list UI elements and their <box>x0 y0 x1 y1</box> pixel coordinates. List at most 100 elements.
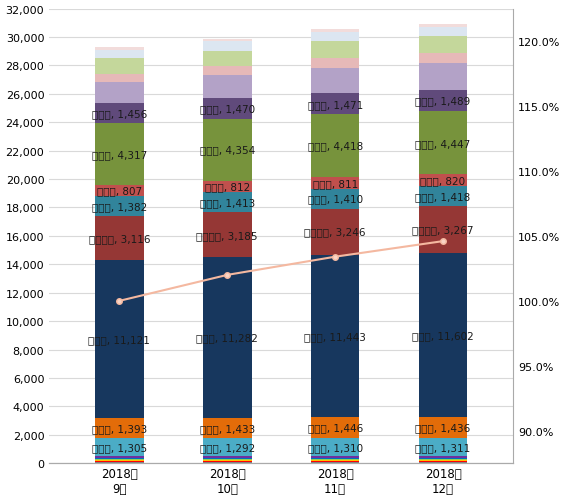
Text: 兵庫県, 1,489: 兵庫県, 1,489 <box>415 96 471 106</box>
Bar <box>95 462 144 463</box>
Bar <box>203 42 251 52</box>
Text: 愛知県, 1,410: 愛知県, 1,410 <box>307 194 363 204</box>
Bar <box>419 461 468 462</box>
Text: 兵庫県, 1,471: 兵庫県, 1,471 <box>307 100 363 110</box>
Text: 埼玉県, 1,311: 埼玉県, 1,311 <box>415 442 471 452</box>
Bar <box>311 33 359 42</box>
Bar <box>419 186 468 207</box>
Text: 兵庫県, 1,470: 兵庫県, 1,470 <box>200 104 255 114</box>
Bar <box>311 115 359 178</box>
Bar <box>419 25 468 28</box>
Bar <box>311 255 359 417</box>
Bar <box>203 213 251 258</box>
Bar <box>203 52 251 67</box>
Text: 神奈川県, 3,116: 神奈川県, 3,116 <box>88 233 150 243</box>
Text: 大阪府, 4,447: 大阪府, 4,447 <box>415 138 471 148</box>
Text: 愛知県, 1,418: 愛知県, 1,418 <box>415 192 471 202</box>
Bar <box>203 418 251 438</box>
Bar <box>203 193 251 213</box>
Bar <box>311 42 359 59</box>
Bar <box>419 112 468 175</box>
Bar <box>203 99 251 119</box>
Bar <box>203 76 251 99</box>
Bar <box>311 456 359 458</box>
Bar <box>203 460 251 461</box>
Bar <box>95 459 144 460</box>
Text: 埼玉県, 1,305: 埼玉県, 1,305 <box>92 442 147 452</box>
Bar <box>311 461 359 462</box>
Bar <box>311 460 359 461</box>
Text: 東京都, 11,121: 東京都, 11,121 <box>88 335 150 344</box>
Bar <box>311 30 359 33</box>
Text: 京都府, 820: 京都府, 820 <box>421 176 466 186</box>
Bar <box>311 458 359 459</box>
Bar <box>203 119 251 181</box>
Text: 埼玉県, 1,310: 埼玉県, 1,310 <box>307 442 363 452</box>
Text: 神奈川県, 3,246: 神奈川県, 3,246 <box>305 227 366 237</box>
Bar <box>95 438 144 456</box>
Bar <box>203 462 251 463</box>
Bar <box>95 456 144 458</box>
Bar <box>95 216 144 261</box>
Bar <box>419 54 468 64</box>
Bar <box>419 253 468 418</box>
Bar <box>419 458 468 459</box>
Bar <box>311 94 359 115</box>
Text: 兵庫県, 1,456: 兵庫県, 1,456 <box>92 109 147 119</box>
Bar <box>95 418 144 438</box>
Bar <box>311 462 359 463</box>
Text: 東京都, 11,602: 東京都, 11,602 <box>412 330 474 340</box>
Bar <box>311 459 359 460</box>
Bar <box>95 197 144 216</box>
Bar <box>203 40 251 42</box>
Text: 東京都, 11,443: 東京都, 11,443 <box>304 331 366 341</box>
Bar <box>311 209 359 255</box>
Bar <box>95 261 144 418</box>
Bar <box>311 69 359 94</box>
Bar <box>95 59 144 75</box>
Bar <box>95 460 144 461</box>
Text: 愛知県, 1,382: 愛知県, 1,382 <box>92 201 147 211</box>
Text: 京都府, 807: 京都府, 807 <box>97 186 142 196</box>
Bar <box>311 417 359 438</box>
Bar <box>311 438 359 456</box>
Text: 愛知県, 1,413: 愛知県, 1,413 <box>200 198 255 208</box>
Bar <box>95 51 144 59</box>
Bar <box>419 37 468 54</box>
Bar <box>95 83 144 104</box>
Text: 埼玉県, 1,292: 埼玉県, 1,292 <box>200 442 255 452</box>
Text: 大阪府, 4,354: 大阪府, 4,354 <box>200 145 255 155</box>
Text: 大阪府, 4,418: 大阪府, 4,418 <box>307 141 363 151</box>
Text: 京都府, 812: 京都府, 812 <box>204 182 250 192</box>
Text: 大阪府, 4,317: 大阪府, 4,317 <box>92 150 147 160</box>
Text: 千葉県, 1,446: 千葉県, 1,446 <box>307 423 363 433</box>
Bar <box>311 178 359 189</box>
Bar <box>419 28 468 37</box>
Text: 東京都, 11,282: 東京都, 11,282 <box>196 333 258 343</box>
Bar <box>419 462 468 463</box>
Bar <box>203 461 251 462</box>
Bar <box>311 189 359 209</box>
Bar <box>203 456 251 458</box>
Bar <box>203 459 251 460</box>
Bar <box>419 418 468 438</box>
Bar <box>95 458 144 459</box>
Bar <box>203 181 251 193</box>
Text: 京都府, 811: 京都府, 811 <box>312 178 358 188</box>
Bar <box>203 67 251 76</box>
Bar <box>419 459 468 460</box>
Bar <box>203 438 251 456</box>
Bar <box>419 438 468 456</box>
Text: 千葉県, 1,436: 千葉県, 1,436 <box>415 423 471 433</box>
Bar <box>95 48 144 51</box>
Text: 千葉県, 1,433: 千葉県, 1,433 <box>200 423 255 433</box>
Bar <box>419 175 468 186</box>
Bar <box>419 91 468 112</box>
Text: 神奈川県, 3,185: 神奈川県, 3,185 <box>196 230 258 240</box>
Bar <box>419 456 468 458</box>
Bar <box>95 124 144 185</box>
Text: 千葉県, 1,393: 千葉県, 1,393 <box>92 423 147 433</box>
Bar <box>203 458 251 459</box>
Bar <box>95 185 144 197</box>
Bar <box>95 461 144 462</box>
